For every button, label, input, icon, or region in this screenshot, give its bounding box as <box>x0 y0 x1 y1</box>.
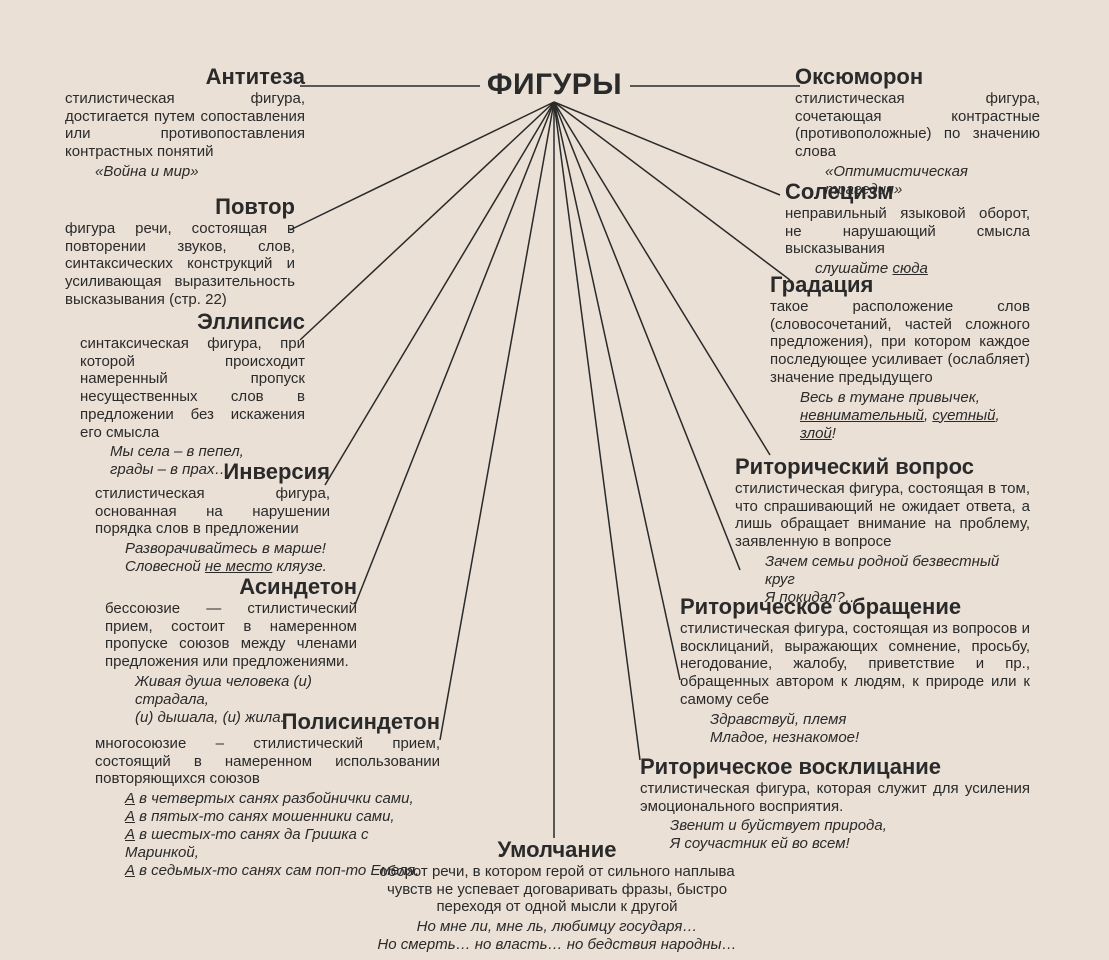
entry-title: Риторическое обращение <box>680 595 1030 618</box>
entry-ritorvopros: Риторический вопросстилистическая фигура… <box>735 455 1030 607</box>
entry-title: Антитеза <box>65 65 305 88</box>
entry-desc: многосоюзие – стилистический прием, сост… <box>95 735 440 788</box>
entry-title: Солецизм <box>785 180 1030 203</box>
entry-title: Градация <box>770 273 1030 296</box>
entry-antiteza: Антитезастилистическая фигура, достигает… <box>65 65 305 181</box>
entry-example: «Война и мир» <box>65 163 305 181</box>
entry-desc: оборот речи, в котором герой от сильного… <box>377 863 737 916</box>
entry-desc: такое расположение слов (словосочетаний,… <box>770 298 1030 386</box>
entry-title: Оксюморон <box>795 65 1040 88</box>
entry-example: Звенит и буйствует природа, Я соучастник… <box>640 817 1030 853</box>
entry-example: Весь в тумане привычек,невнимательный, с… <box>770 389 1030 443</box>
entry-desc: фигура речи, состоящая в повторении звук… <box>65 220 295 308</box>
root-title: ФИГУРЫ <box>487 68 622 102</box>
entry-title: Полисиндетон <box>95 710 440 733</box>
entry-ritorobrash: Риторическое обращениестилистическая фиг… <box>680 595 1030 747</box>
entry-gradatsia: Градациятакое расположение слов (словосо… <box>770 273 1030 443</box>
entry-title: Асиндетон <box>105 575 357 598</box>
entry-desc: бессоюзие — стилистический прием, состои… <box>105 600 357 671</box>
entry-ellipsis: Эллипсиссинтаксическая фигура, при котор… <box>80 310 305 479</box>
entry-example: Здравствуй, племя Младое, незнакомое! <box>680 711 1030 747</box>
entry-desc: стилистическая фигура, которая служит дл… <box>640 780 1030 815</box>
entry-desc: стилистическая фигура, сочетающая контра… <box>795 90 1040 161</box>
entry-title: Риторический вопрос <box>735 455 1030 478</box>
entry-inversia: Инверсиястилистическая фигура, основанна… <box>95 460 330 576</box>
entry-example: Разворачивайтесь в марше!Словесной не ме… <box>95 540 330 576</box>
entry-title: Риторическое восклицание <box>640 755 1030 778</box>
entry-desc: синтаксическая фигура, при которой проис… <box>80 335 305 441</box>
entry-title: Инверсия <box>95 460 330 483</box>
entry-asindeton: Асиндетонбессоюзие — стилистический прие… <box>105 575 357 727</box>
entry-title: Эллипсис <box>80 310 305 333</box>
entry-desc: стилистическая фигура, состоящая в том, … <box>735 480 1030 551</box>
entry-ritorvoskl: Риторическое восклицаниестилистическая ф… <box>640 755 1030 853</box>
entry-desc: стилистическая фигура, состоящая из вопр… <box>680 620 1030 708</box>
entry-title: Повтор <box>65 195 295 218</box>
entry-soletsizm: Солецизмнеправильный языковой оборот, не… <box>785 180 1030 278</box>
entry-desc: стилистическая фигура, основанная на нар… <box>95 485 330 538</box>
entry-example: Но мне ли, мне ль, любимцу государя… Но … <box>377 918 737 954</box>
entry-desc: стилистическая фигура, достигается путем… <box>65 90 305 161</box>
entry-povtor: Повторфигура речи, состоящая в повторени… <box>65 195 295 309</box>
entry-umolchanie: Умолчаниеоборот речи, в котором герой от… <box>377 838 737 954</box>
entry-desc: неправильный языковой оборот, не нарушаю… <box>785 205 1030 258</box>
